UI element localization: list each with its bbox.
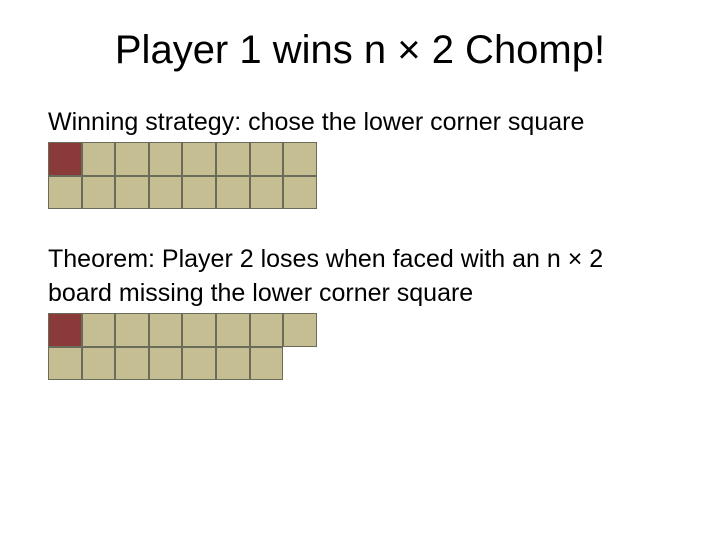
board-cell xyxy=(48,142,82,176)
board-cell xyxy=(250,176,284,210)
theorem-text-line-1: Theorem: Player 2 loses when faced with … xyxy=(48,244,672,275)
spacer xyxy=(48,214,672,244)
board-cell xyxy=(182,313,216,347)
board-cell xyxy=(82,142,116,176)
board-cell xyxy=(48,313,82,347)
board-cell xyxy=(149,176,183,210)
board-cell xyxy=(216,176,250,210)
board-cell xyxy=(182,176,216,210)
board-cell xyxy=(115,347,149,381)
board-cell xyxy=(82,313,116,347)
slide: Player 1 wins n × 2 Chomp! Winning strat… xyxy=(0,0,720,540)
board-cell xyxy=(182,347,216,381)
board-row xyxy=(48,142,317,176)
board-cell xyxy=(149,347,183,381)
board-cell xyxy=(115,142,149,176)
board-row xyxy=(48,176,317,210)
board-cell xyxy=(250,142,284,176)
board-cell xyxy=(82,347,116,381)
chomp-board-2 xyxy=(48,313,317,380)
board-cell xyxy=(149,142,183,176)
page-title: Player 1 wins n × 2 Chomp! xyxy=(48,28,672,73)
chomp-board-1 xyxy=(48,142,317,209)
board-cell xyxy=(250,347,284,381)
board-cell xyxy=(48,176,82,210)
board-cell xyxy=(115,313,149,347)
board-cell xyxy=(250,313,284,347)
board-cell xyxy=(48,347,82,381)
board-cell xyxy=(283,313,317,347)
board-cell xyxy=(115,176,149,210)
theorem-text-line-2: board missing the lower corner square xyxy=(48,278,672,309)
board-cell xyxy=(283,176,317,210)
board-cell xyxy=(216,347,250,381)
board-row xyxy=(48,347,317,381)
board-cell xyxy=(149,313,183,347)
board-cell xyxy=(182,142,216,176)
board-cell xyxy=(82,176,116,210)
board-cell xyxy=(283,142,317,176)
board-cell xyxy=(216,313,250,347)
board-row xyxy=(48,313,317,347)
board-cell xyxy=(216,142,250,176)
strategy-text: Winning strategy: chose the lower corner… xyxy=(48,107,672,138)
